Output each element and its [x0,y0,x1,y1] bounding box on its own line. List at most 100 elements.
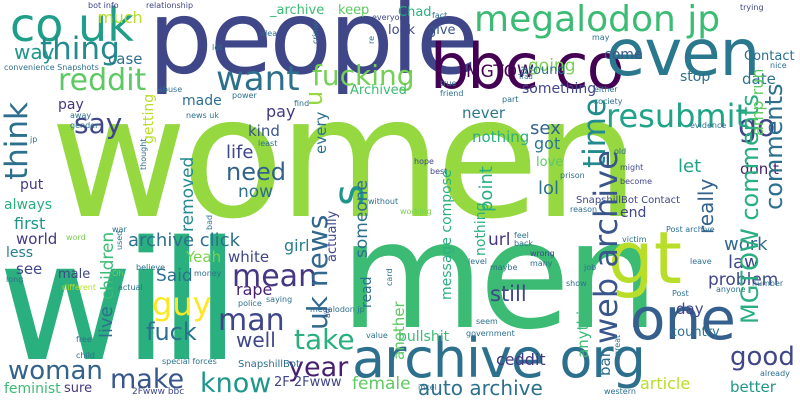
word-women: women [50,60,640,256]
word-actual: believe [136,263,166,272]
word-2f-2fwww: _archive [270,3,325,18]
word-stop: stop [680,69,711,85]
word-give: give [428,23,456,38]
word-archive-click: archive click [128,230,241,251]
word-way: way [14,40,55,64]
word-police: saying [266,295,293,304]
word-child: different [62,283,96,292]
word-believe: Oh [112,269,124,278]
word-lol: lol [538,178,560,199]
word-fuck: fuck [146,318,197,346]
word-let: let [678,156,702,177]
word-better: better [730,378,776,396]
word-now: now [238,182,274,202]
word-2fwww-bbc: bot info [88,1,119,10]
word-case: case [108,50,143,68]
word-western: government [466,329,515,338]
word-well: well [236,328,276,352]
word-evidence: prison [560,171,585,180]
word-guy: guy [152,285,212,323]
word-might: old [614,147,627,156]
word-best: working [400,207,432,216]
word-different: long [6,275,24,284]
word-used: war [112,225,127,234]
word-man: man [218,303,285,338]
word-pay: pay [266,102,296,121]
word-leave: number [752,279,784,288]
word-abuse: news uk [186,111,219,120]
word-money: police [238,299,262,308]
word-free: special forces [162,357,217,366]
word-either: nice [770,61,787,70]
word-nothing: nothing [472,128,530,146]
word-woman: woman [8,356,103,386]
word-made: pay [58,97,84,113]
word-yeah: Yeah [186,248,222,266]
word-look: look [388,23,416,38]
word-help: made [182,93,222,109]
word-reason: might [620,163,644,172]
word-hope: best [430,167,448,176]
word-trad: true [440,79,457,88]
word-card: megalodon jp [310,305,365,314]
word-kind: kind [248,122,280,140]
word-away: gender [70,121,99,130]
word-article: article [640,374,691,393]
word-bbc-co: bbc co [430,30,625,103]
word-snapshillbot-contact: convenience Snapshots [4,63,99,72]
word-will: will [0,206,241,398]
word-url: url [488,230,511,250]
word-power: find [294,99,310,108]
word-date: date [742,70,776,88]
word-thought: lot [212,43,223,52]
word-one: co uk [10,0,134,52]
word-everyone: fact [432,11,448,20]
word-keep: around [520,63,566,78]
word-going: going [528,56,576,76]
word-always: always [4,197,53,213]
word-white: white [228,248,270,266]
word-mgtow: MGTOW [466,62,534,82]
word-many: level [468,257,488,266]
word-something: something [522,81,597,97]
word-resubmit: resubmit [606,97,749,135]
word-part: society [594,97,623,106]
word-say: say [74,107,123,140]
word-much: much [98,8,143,27]
word-take: take [294,323,355,356]
word-lot: idea [260,29,278,38]
word-true: friend [440,89,464,98]
word-men: men [340,190,659,362]
word-back: feel [514,231,529,240]
word-dont: don t [740,160,779,178]
word-life: life [226,142,254,163]
word-great: Post [672,289,689,298]
word-reddit: reddit [58,63,147,98]
word-saying: word [66,233,86,242]
word-first: first [14,214,46,233]
word-put: put [20,177,44,193]
word-ad: incel [418,383,437,392]
word-post: anyone [716,285,746,294]
word-said: Said [156,266,193,286]
word-post-archive: victim [622,235,647,244]
word-work: work [724,234,768,255]
word-need: need [226,158,286,186]
word-gt: gt [608,216,682,300]
word-country: country [670,325,720,340]
word-never: never [462,104,506,122]
word-friend: evidence [690,121,727,130]
word-old: become [620,177,653,186]
word-go: go [738,109,776,144]
word-good: good [730,342,795,372]
word-law: law [728,252,759,273]
word-come: come [604,47,643,63]
word-bad: jp [30,135,38,144]
word-government: seem [476,317,498,326]
word-long: free [76,335,92,344]
word-bot-info: relationship [146,1,194,10]
word-ceddit: ceddit [496,350,546,369]
word-make: make [110,364,185,395]
word-male: male [58,267,91,282]
